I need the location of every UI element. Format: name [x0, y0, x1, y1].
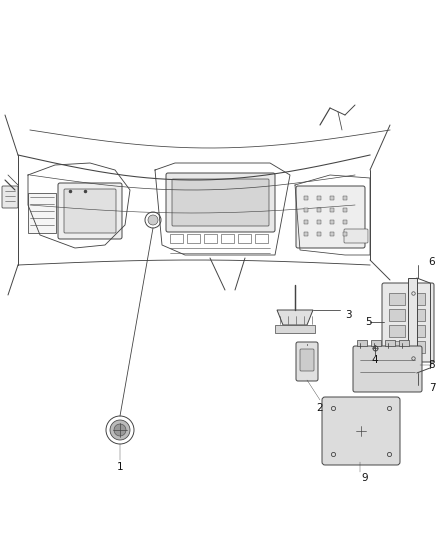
Circle shape	[114, 424, 126, 436]
Bar	[28, 193, 56, 233]
FancyBboxPatch shape	[296, 186, 365, 248]
Bar	[357, 340, 367, 346]
FancyBboxPatch shape	[64, 189, 116, 233]
FancyBboxPatch shape	[2, 186, 18, 208]
Bar	[409, 325, 425, 337]
Bar	[409, 309, 425, 321]
FancyBboxPatch shape	[322, 397, 400, 465]
Bar	[409, 293, 425, 305]
Bar	[389, 309, 405, 321]
Polygon shape	[277, 310, 313, 325]
FancyBboxPatch shape	[353, 346, 422, 392]
Bar	[221, 234, 234, 243]
Text: 9: 9	[362, 473, 368, 483]
Circle shape	[110, 420, 130, 440]
Bar	[204, 234, 217, 243]
Text: 6: 6	[429, 257, 435, 267]
Bar	[371, 340, 381, 346]
Bar	[389, 293, 405, 305]
Bar	[170, 234, 183, 243]
Circle shape	[148, 215, 158, 225]
Text: 4: 4	[372, 355, 378, 365]
FancyBboxPatch shape	[344, 229, 368, 243]
FancyBboxPatch shape	[58, 183, 122, 239]
FancyBboxPatch shape	[300, 349, 314, 371]
Bar	[409, 341, 425, 353]
FancyBboxPatch shape	[382, 283, 434, 362]
FancyBboxPatch shape	[296, 342, 318, 381]
Bar	[385, 340, 395, 346]
Bar	[238, 234, 251, 243]
Text: 7: 7	[429, 383, 435, 393]
Bar	[255, 234, 268, 243]
Text: 8: 8	[429, 360, 435, 370]
Text: 1: 1	[117, 462, 124, 472]
FancyBboxPatch shape	[172, 179, 269, 226]
Text: 3: 3	[345, 310, 351, 320]
Bar	[389, 325, 405, 337]
Text: 5: 5	[365, 317, 371, 327]
Bar	[408, 278, 417, 373]
Bar	[389, 341, 405, 353]
Bar	[187, 234, 200, 243]
Text: 2: 2	[317, 403, 323, 413]
Bar	[399, 340, 409, 346]
FancyBboxPatch shape	[166, 173, 275, 232]
Bar	[275, 325, 315, 333]
